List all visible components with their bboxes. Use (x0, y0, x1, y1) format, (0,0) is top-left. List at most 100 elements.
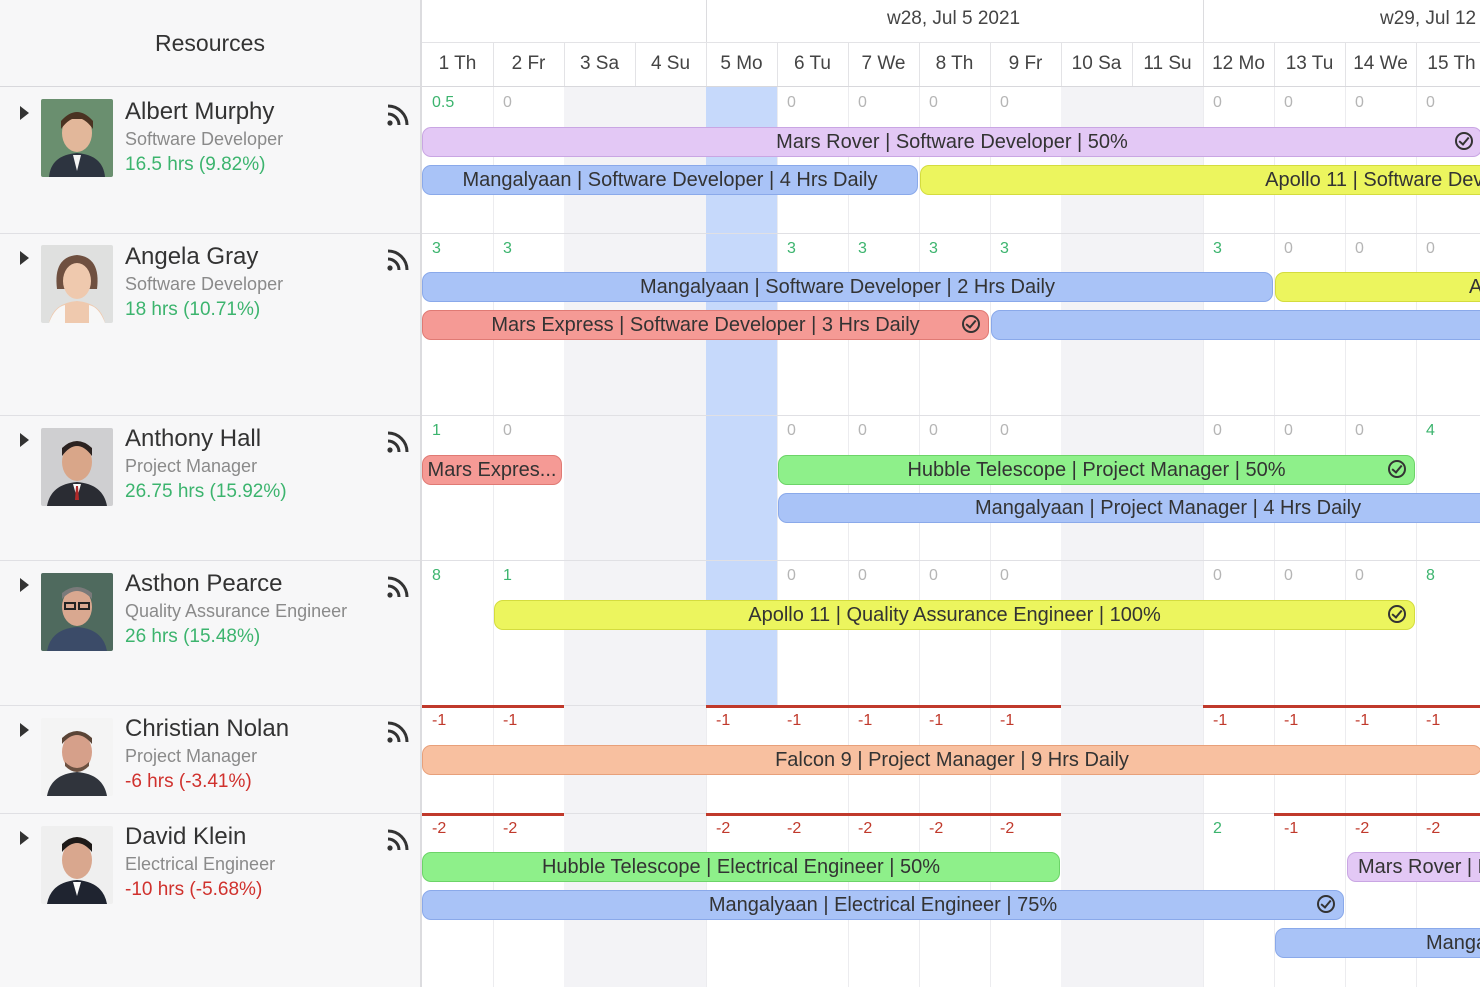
assignment-bar[interactable]: Mars Rover | E (1347, 852, 1480, 882)
avatar (41, 826, 113, 904)
assignment-label: Manga (1426, 931, 1480, 954)
capacity-value: 3 (1213, 240, 1222, 257)
avatar (41, 573, 113, 651)
expand-caret-icon[interactable] (20, 433, 29, 447)
assignment-label: Hubble Telescope | Project Manager | 50% (907, 458, 1286, 481)
assignment-bar[interactable]: Mars Express | Software Developer | 3 Hr… (422, 310, 989, 340)
capacity-value: 0 (929, 567, 938, 584)
assignment-bar[interactable]: Apollo 11 | Quality Assurance Engineer |… (494, 600, 1415, 630)
expand-caret-icon[interactable] (20, 251, 29, 265)
capacity-value: -2 (787, 820, 802, 837)
capacity-value: 0 (1355, 567, 1364, 584)
resource-name: Albert Murphy (125, 98, 275, 125)
resource-row-albert-murphy[interactable]: Albert Murphy Software Developer 16.5 hr… (0, 86, 420, 234)
rss-feed-icon[interactable] (386, 720, 410, 744)
capacity-value: 0 (1213, 567, 1222, 584)
capacity-value: 0 (858, 567, 867, 584)
capacity-value: 0 (1355, 240, 1364, 257)
assignment-bar[interactable]: Mangalyaan | Software Developer | 4 Hrs … (422, 165, 918, 195)
capacity-value: 0 (1000, 567, 1009, 584)
capacity-value: 4 (1426, 422, 1435, 439)
rss-feed-icon[interactable] (386, 575, 410, 599)
assignment-bar[interactable]: Mars Rover | Software Developer | 50% (422, 127, 1480, 157)
day-label: 5 Mo (706, 42, 778, 86)
day-label: 15 Th (1416, 42, 1480, 86)
day-column (1345, 86, 1417, 987)
assignment-bar[interactable]: Falcon 9 | Project Manager | 9 Hrs Daily (422, 745, 1480, 775)
capacity-value: 0 (1213, 94, 1222, 111)
capacity-value: 0 (503, 94, 512, 111)
assignment-bar[interactable]: Mars Expres... (422, 455, 562, 485)
assignment-bar[interactable]: Mangalyaan | Electrical Engineer | 75% (422, 890, 1344, 920)
capacity-value: 0 (1284, 422, 1293, 439)
capacity-value: 0 (787, 94, 796, 111)
resource-row-anthony-hall[interactable]: Anthony Hall Project Manager 26.75 hrs (… (0, 415, 420, 561)
resource-hours: 18 hrs (10.71%) (125, 299, 261, 320)
capacity-value: 0 (1284, 567, 1293, 584)
resource-row-angela-gray[interactable]: Angela Gray Software Developer 18 hrs (1… (0, 233, 420, 416)
expand-caret-icon[interactable] (20, 578, 29, 592)
capacity-value: 0 (1284, 94, 1293, 111)
resource-name: Asthon Pearce (125, 570, 283, 597)
day-column (422, 86, 494, 987)
capacity-value: 1 (503, 567, 512, 584)
expand-caret-icon[interactable] (20, 106, 29, 120)
assignment-bar[interactable]: Manga (1275, 928, 1480, 958)
overallocation-line (422, 705, 564, 708)
capacity-value: -1 (716, 712, 731, 729)
row-separator (422, 415, 1480, 416)
day-label: 2 Fr (493, 42, 565, 86)
capacity-value: -1 (1426, 712, 1441, 729)
overallocation-line (422, 813, 564, 816)
day-label: 12 Mo (1203, 42, 1275, 86)
rss-feed-icon[interactable] (386, 248, 410, 272)
capacity-value: 3 (858, 240, 867, 257)
resource-name: David Klein (125, 823, 247, 850)
resource-row-asthon-pearce[interactable]: Asthon Pearce Quality Assurance Engineer… (0, 560, 420, 706)
resources-panel: Resources Albert Murphy Software Develop… (0, 0, 422, 987)
resources-header: Resources (0, 0, 420, 87)
capacity-value: 3 (503, 240, 512, 257)
assignment-bar[interactable]: Mangalyaan | Project Manager | 4 Hrs Dai… (778, 493, 1480, 523)
capacity-value: -1 (929, 712, 944, 729)
capacity-value: 0 (787, 567, 796, 584)
rss-feed-icon[interactable] (386, 828, 410, 852)
assignment-label: Hubble Telescope | Electrical Engineer |… (541, 855, 941, 878)
resource-row-christian-nolan[interactable]: Christian Nolan Project Manager -6 hrs (… (0, 705, 420, 814)
resource-row-david-klein[interactable]: David Klein Electrical Engineer -10 hrs … (0, 813, 420, 987)
capacity-value: 0 (1000, 94, 1009, 111)
assignment-bar[interactable]: Apollo 11 | Software Developer (920, 165, 1480, 195)
assignment-label: Apollo 11 | Software Developer (1265, 168, 1480, 191)
week-separator (706, 0, 707, 42)
rss-feed-icon[interactable] (386, 103, 410, 127)
rss-feed-icon[interactable] (386, 430, 410, 454)
day-column (848, 86, 920, 987)
day-column (919, 86, 991, 987)
row-separator (422, 233, 1480, 234)
resource-hours: 26.75 hrs (15.92%) (125, 481, 287, 502)
assignment-bar[interactable] (991, 310, 1480, 340)
capacity-value: 3 (787, 240, 796, 257)
expand-caret-icon[interactable] (20, 723, 29, 737)
capacity-value: 0 (929, 94, 938, 111)
capacity-value: -2 (503, 820, 518, 837)
assignment-bar[interactable]: Hubble Telescope | Electrical Engineer |… (422, 852, 1060, 882)
resource-role: Quality Assurance Engineer (125, 601, 348, 621)
expand-caret-icon[interactable] (20, 831, 29, 845)
capacity-value: 0.5 (432, 94, 455, 111)
assignment-bar[interactable]: A (1275, 272, 1480, 302)
resource-name: Anthony Hall (125, 425, 262, 452)
capacity-value: 0 (858, 422, 867, 439)
assignment-bar[interactable]: Hubble Telescope | Project Manager | 50% (778, 455, 1415, 485)
weekend-column (1061, 86, 1133, 987)
resource-hours: -10 hrs (-5.68%) (125, 879, 263, 900)
capacity-value: 3 (432, 240, 441, 257)
resource-role: Project Manager (125, 746, 258, 766)
assignment-bar[interactable]: Mangalyaan | Software Developer | 2 Hrs … (422, 272, 1273, 302)
overallocation-line (706, 813, 1061, 816)
week-header: w28, Jul 5 2021 w29, Jul 12 (422, 0, 1480, 43)
capacity-value: -1 (1000, 712, 1015, 729)
schedule-timeline[interactable]: w28, Jul 5 2021 w29, Jul 12 1 Th 2 Fr 3 … (422, 0, 1480, 987)
capacity-value: -2 (929, 820, 944, 837)
capacity-value: 0 (1355, 94, 1364, 111)
